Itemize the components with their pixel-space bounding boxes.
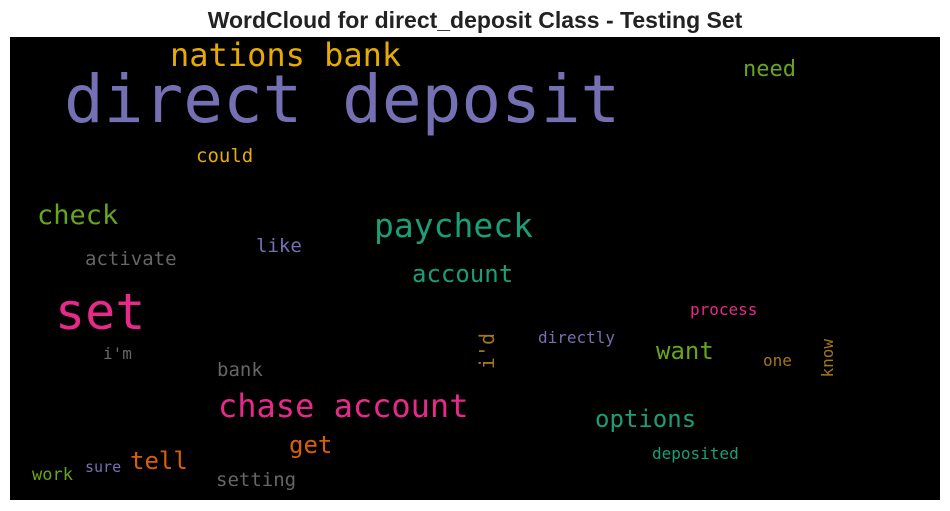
cloud-word: check — [37, 200, 119, 231]
cloud-word: get — [289, 431, 333, 459]
cloud-word: nations bank — [170, 37, 402, 74]
cloud-word: set — [55, 283, 146, 341]
cloud-word: tell — [130, 447, 188, 475]
cloud-word: deposited — [652, 444, 739, 463]
cloud-word: i'd — [475, 333, 499, 370]
cloud-word: bank — [217, 359, 263, 381]
chart-title: WordCloud for direct_deposit Class - Tes… — [207, 7, 743, 33]
cloud-word: directly — [538, 328, 616, 347]
cloud-word: know — [818, 339, 837, 378]
cloud-word: activate — [85, 248, 177, 270]
cloud-word: want — [656, 337, 714, 365]
word-cloud: direct deposit nations bank need could check… — [10, 37, 940, 500]
cloud-word: could — [196, 145, 254, 167]
cloud-word: like — [256, 235, 302, 257]
cloud-word: i'm — [103, 344, 132, 363]
cloud-word: account — [412, 260, 514, 288]
cloud-word: process — [690, 300, 758, 319]
cloud-word: need — [743, 57, 796, 82]
cloud-word: sure — [85, 458, 122, 476]
cloud-word: paycheck — [374, 206, 533, 245]
cloud-word: chase account — [218, 387, 469, 425]
cloud-word: work — [32, 465, 73, 485]
cloud-word: direct deposit — [64, 61, 621, 138]
cloud-word: setting — [216, 469, 297, 491]
cloud-word: one — [763, 351, 792, 370]
cloud-word: options — [595, 405, 697, 433]
